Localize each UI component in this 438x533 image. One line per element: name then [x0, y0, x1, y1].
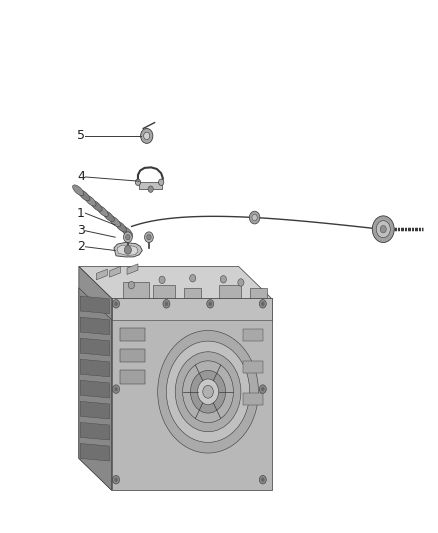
Polygon shape — [80, 338, 110, 356]
Polygon shape — [112, 298, 272, 320]
Circle shape — [114, 387, 118, 391]
Circle shape — [145, 232, 153, 243]
Circle shape — [135, 179, 141, 185]
Circle shape — [144, 132, 150, 140]
Circle shape — [190, 274, 196, 282]
Circle shape — [208, 302, 212, 306]
Circle shape — [376, 221, 390, 238]
Circle shape — [124, 246, 131, 254]
Ellipse shape — [115, 221, 127, 232]
Polygon shape — [96, 269, 107, 280]
Text: 2: 2 — [77, 240, 85, 253]
Text: 1: 1 — [77, 207, 85, 220]
Circle shape — [261, 387, 265, 391]
Circle shape — [141, 128, 153, 143]
Polygon shape — [80, 359, 110, 377]
Circle shape — [113, 300, 120, 308]
Text: 4: 4 — [77, 171, 85, 183]
Polygon shape — [80, 401, 110, 419]
Circle shape — [183, 361, 233, 423]
Circle shape — [220, 276, 226, 283]
Circle shape — [128, 281, 134, 289]
Ellipse shape — [97, 206, 108, 216]
Polygon shape — [120, 370, 145, 384]
Polygon shape — [79, 266, 272, 298]
Polygon shape — [120, 328, 145, 341]
Ellipse shape — [109, 216, 120, 227]
Circle shape — [261, 478, 265, 482]
Circle shape — [249, 211, 260, 224]
Polygon shape — [184, 288, 201, 298]
Circle shape — [113, 385, 120, 393]
Polygon shape — [139, 182, 162, 189]
Circle shape — [124, 232, 132, 243]
Polygon shape — [112, 298, 272, 490]
Circle shape — [148, 186, 153, 192]
Circle shape — [380, 225, 386, 233]
Text: 5: 5 — [77, 130, 85, 142]
Polygon shape — [79, 288, 112, 490]
Circle shape — [259, 385, 266, 393]
Ellipse shape — [103, 211, 114, 222]
Polygon shape — [243, 329, 263, 341]
Circle shape — [163, 300, 170, 308]
Ellipse shape — [73, 185, 84, 196]
Polygon shape — [114, 243, 142, 257]
Polygon shape — [120, 349, 145, 362]
Circle shape — [207, 300, 214, 308]
Circle shape — [238, 279, 244, 286]
Circle shape — [191, 370, 226, 413]
Polygon shape — [243, 361, 263, 373]
Polygon shape — [79, 266, 112, 490]
Circle shape — [261, 302, 265, 306]
Polygon shape — [80, 381, 110, 398]
Circle shape — [203, 385, 213, 398]
Circle shape — [147, 235, 151, 240]
Circle shape — [259, 475, 266, 484]
Polygon shape — [123, 282, 149, 298]
Circle shape — [159, 276, 165, 284]
Text: 3: 3 — [77, 224, 85, 237]
Polygon shape — [110, 266, 120, 277]
Polygon shape — [80, 422, 110, 440]
Circle shape — [113, 475, 120, 484]
Polygon shape — [80, 443, 110, 461]
Ellipse shape — [85, 195, 96, 206]
Ellipse shape — [79, 190, 90, 201]
Polygon shape — [250, 288, 267, 298]
Circle shape — [165, 302, 168, 306]
Circle shape — [252, 214, 257, 221]
Circle shape — [259, 300, 266, 308]
Circle shape — [158, 330, 258, 453]
Ellipse shape — [121, 227, 133, 237]
Polygon shape — [127, 264, 138, 274]
Polygon shape — [80, 317, 110, 335]
Circle shape — [372, 216, 394, 243]
Circle shape — [166, 341, 250, 442]
Circle shape — [114, 302, 118, 306]
Circle shape — [114, 478, 118, 482]
Polygon shape — [243, 393, 263, 405]
Circle shape — [126, 235, 130, 240]
Circle shape — [175, 352, 241, 432]
Circle shape — [159, 179, 164, 185]
Circle shape — [198, 379, 219, 405]
Polygon shape — [117, 245, 138, 255]
Polygon shape — [219, 285, 241, 298]
Polygon shape — [153, 285, 175, 298]
Polygon shape — [80, 296, 110, 313]
Ellipse shape — [91, 200, 102, 211]
